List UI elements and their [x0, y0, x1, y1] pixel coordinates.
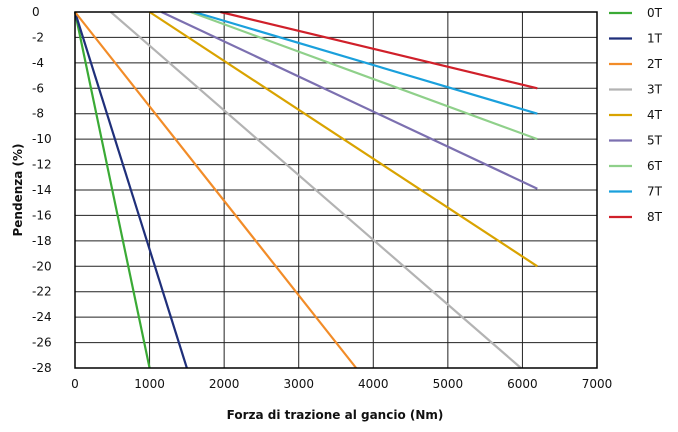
x-tick-label: 3000 — [283, 377, 314, 391]
series-line-6t — [190, 10, 538, 141]
y-tick-label: -2 — [32, 30, 44, 44]
x-axis-title: Forza di trazione al gancio (Nm) — [227, 408, 444, 422]
legend-label-3t: 3T — [647, 83, 663, 97]
x-tick-label: 7000 — [582, 377, 613, 391]
y-tick-label: -14 — [32, 183, 52, 197]
legend-label-7t: 7T — [647, 185, 663, 199]
y-tick-label: -6 — [32, 81, 44, 95]
series-line-2t — [74, 11, 357, 369]
legend: 0T 1T 2T 3T 4T 5T 6T 7T 8T — [609, 6, 663, 224]
x-tick-label: 0 — [71, 377, 79, 391]
y-tick-label: -20 — [32, 259, 52, 273]
series-line-8t — [220, 10, 538, 90]
x-tick-label: 2000 — [209, 377, 240, 391]
x-tick-label: 5000 — [433, 377, 464, 391]
series-line-3t — [110, 11, 522, 369]
x-tick-label: 1000 — [134, 377, 165, 391]
y-tick-labels: 0 -2 -4 -6 -8 -10 -12 -14 -16 -18 -20 -22 -24 -26 -28 — [32, 5, 52, 375]
y-tick-label: -10 — [32, 132, 52, 146]
series-line-7t — [194, 10, 538, 115]
series-lines — [73, 10, 538, 369]
y-axis-title: Pendenza (%) — [11, 144, 25, 237]
y-tick-label: -4 — [32, 56, 44, 70]
y-tick-label: -12 — [32, 158, 52, 172]
x-tick-labels: 0 1000 2000 3000 4000 5000 6000 7000 — [71, 377, 612, 391]
y-tick-label: -8 — [32, 107, 44, 121]
series-line-5t — [161, 11, 538, 190]
legend-label-0t: 0T — [647, 6, 663, 20]
y-tick-label: -26 — [32, 336, 52, 350]
legend-label-1t: 1T — [647, 32, 663, 46]
y-tick-label: -28 — [32, 361, 52, 375]
legend-label-2t: 2T — [647, 57, 663, 71]
series-line-1t — [73, 11, 188, 369]
legend-label-4t: 4T — [647, 108, 663, 122]
series-line-0t — [73, 11, 151, 369]
legend-label-8t: 8T — [647, 210, 663, 224]
plot-frame — [74, 11, 598, 369]
series-line-4t — [148, 11, 538, 268]
y-tick-label: -22 — [32, 285, 52, 299]
y-tick-label: -16 — [32, 208, 52, 222]
y-tick-label: -24 — [32, 310, 52, 324]
legend-label-5t: 5T — [647, 134, 663, 148]
y-tick-label: -18 — [32, 234, 52, 248]
x-tick-label: 6000 — [507, 377, 538, 391]
legend-label-6t: 6T — [647, 159, 663, 173]
y-tick-label: 0 — [32, 5, 40, 19]
x-tick-label: 4000 — [358, 377, 389, 391]
